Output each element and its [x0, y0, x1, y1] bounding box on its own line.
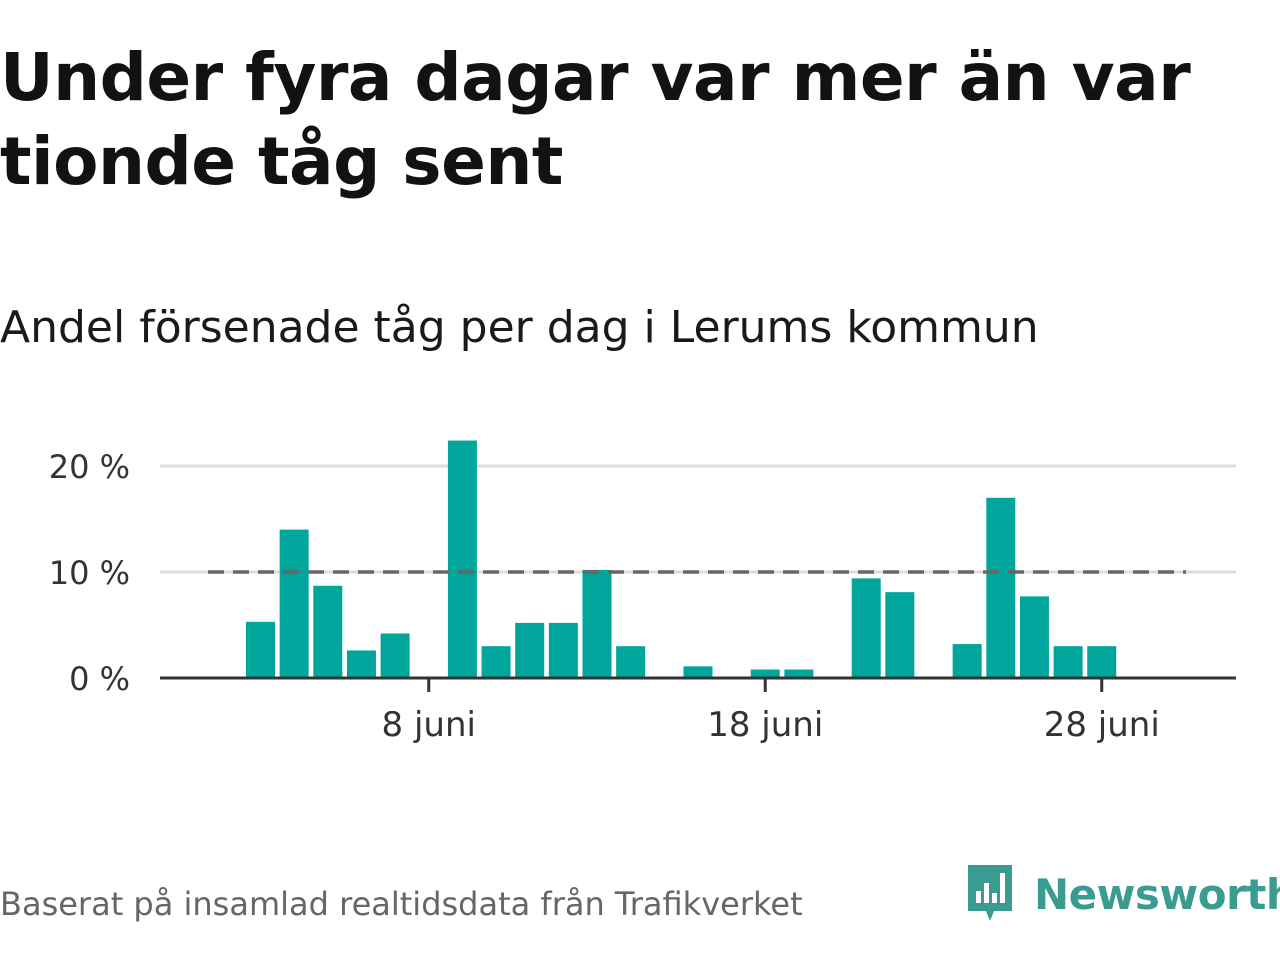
- bar-11-juni: [515, 622, 545, 678]
- bar-12-juni: [548, 622, 578, 678]
- brand-name: Newsworthy: [1034, 869, 1280, 919]
- x-tick-label: 8 juni: [382, 705, 476, 745]
- bar-24-juni: [952, 644, 982, 678]
- bar-3-juni: [246, 621, 275, 678]
- bar-22-juni: [885, 592, 915, 678]
- source-note: Baserat på insamlad realtidsdata från Tr…: [0, 885, 803, 923]
- bar-10-juni: [481, 646, 511, 678]
- brand-logo-link[interactable]: Newsworthy: [964, 862, 1280, 926]
- bar-13-juni: [582, 569, 612, 678]
- newsworthy-logo-icon: [968, 865, 1012, 921]
- x-tick-label: 28 juni: [1044, 705, 1160, 745]
- bar-25-juni: [986, 497, 1016, 678]
- bar-chart: 0 % 10 % 20 % 8 juni 18 juni 28 juni: [49, 440, 1236, 745]
- y-tick-label: 10 %: [49, 554, 130, 592]
- x-axis-ticks: 8 juni 18 juni 28 juni: [382, 678, 1160, 745]
- bar-7-juni: [380, 633, 410, 678]
- y-axis-ticks: 0 % 10 % 20 %: [49, 448, 130, 698]
- chart-title: Under fyra dagar var mer än var tionde t…: [0, 39, 1191, 200]
- chart-subtitle: Andel försenade tåg per dag i Lerums kom…: [0, 302, 1039, 353]
- bar-21-juni: [851, 578, 881, 678]
- bar-19-juni: [784, 669, 814, 678]
- bar-5-juni: [313, 585, 343, 678]
- bar-16-juni: [683, 666, 713, 678]
- bar-9-juni: [447, 440, 477, 678]
- bar-27-juni: [1053, 646, 1083, 678]
- gridlines: [160, 464, 1236, 574]
- bar-26-juni: [1019, 596, 1049, 678]
- bars: [246, 440, 1117, 678]
- bar-28-juni: [1087, 646, 1117, 678]
- bar-6-juni: [346, 650, 376, 678]
- bar-4-juni: [279, 529, 309, 678]
- y-tick-label: 20 %: [49, 448, 130, 486]
- x-tick-label: 18 juni: [707, 705, 823, 745]
- bar-18-juni: [750, 669, 780, 678]
- y-tick-label: 0 %: [69, 660, 130, 698]
- bar-14-juni: [616, 646, 646, 678]
